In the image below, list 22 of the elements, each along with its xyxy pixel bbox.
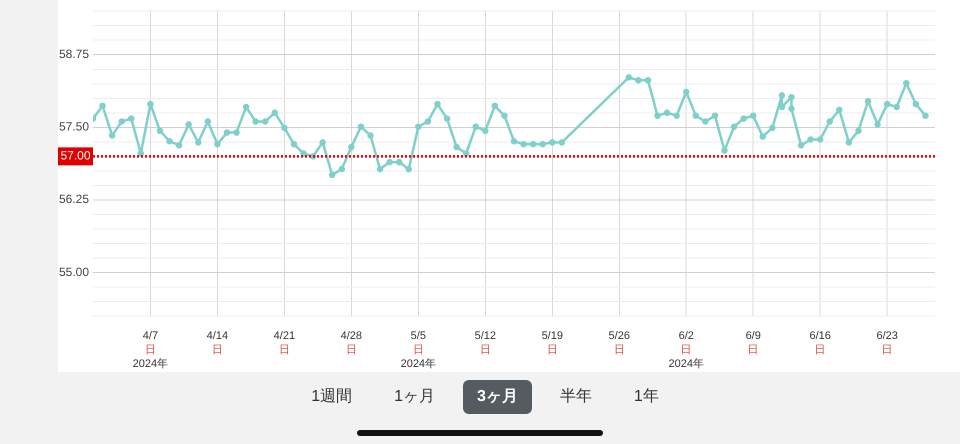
x-tick-label: 5/19 日 xyxy=(542,330,563,356)
y-tick-label: 58.75 xyxy=(58,47,90,62)
x-tick-label: 5/5 日 2024年 xyxy=(400,330,436,370)
text: 1週間 xyxy=(310,387,354,407)
text: 1年 xyxy=(632,387,660,407)
y-tick-label: 55.00 xyxy=(58,264,90,279)
x-tick-label: 5/26 日 xyxy=(608,330,630,356)
text: 3ヶ月 xyxy=(463,380,532,414)
x-tick-label: 6/23 日 xyxy=(876,330,898,356)
x-tick-label: 6/9 日 xyxy=(746,330,761,356)
x-tick-label: 4/28 日 xyxy=(340,330,362,356)
x-tick-label: 6/16 日 xyxy=(809,330,831,356)
x-tick-label: 5/12 日 xyxy=(474,330,496,356)
ref-line-label: 57.00 xyxy=(60,148,91,163)
x-tick-label: 4/7 日 2024年 xyxy=(132,330,168,370)
text: 半年 xyxy=(558,386,593,407)
text: 1ヶ月 xyxy=(393,387,436,407)
y-tick-label: 56.25 xyxy=(58,192,90,206)
x-tick-label: 6/2 日 2024年 xyxy=(668,330,704,370)
x-tick-label: 4/14 日 xyxy=(206,330,228,356)
x-tick-label: 4/21 日 xyxy=(274,330,296,356)
y-tick-label: 57.50 xyxy=(58,120,90,134)
